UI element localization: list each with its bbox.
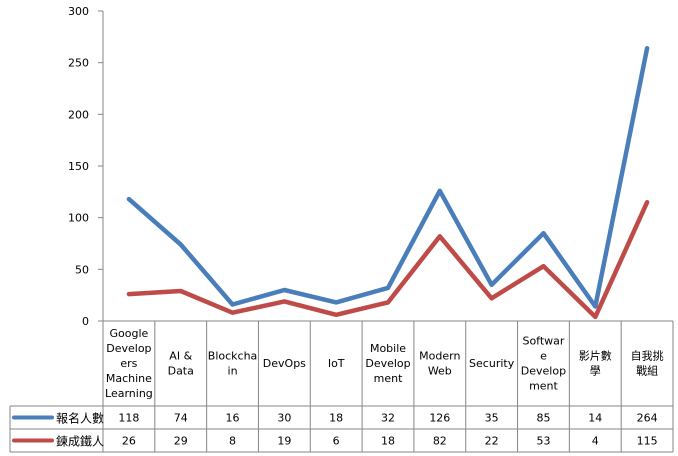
data-table-value: 85 — [536, 412, 550, 425]
x-tick-label: 影片數學 — [579, 350, 612, 378]
legend-label: 報名人數 — [56, 411, 104, 426]
data-table-value: 74 — [174, 412, 188, 425]
y-tick-label: 150 — [68, 160, 89, 173]
x-tick-label: Security — [469, 357, 515, 370]
data-table-value: 126 — [429, 412, 450, 425]
x-tick-label: 自我挑戰組 — [631, 349, 664, 378]
axis-layer: 0 50 100 150 200 250 300 — [68, 5, 104, 328]
data-table-value: 18 — [381, 435, 395, 448]
data-table-value: 32 — [381, 412, 395, 425]
y-tick-label: 100 — [68, 212, 89, 225]
x-tick-label: IoT — [328, 357, 345, 370]
data-table-value: 14 — [588, 412, 602, 425]
x-tick-label: Google Develop ers Machine Learning — [105, 327, 153, 400]
data-table-value: 118 — [118, 412, 139, 425]
x-tick-label: Blockcha in — [208, 350, 258, 378]
y-tick-label: 250 — [68, 57, 89, 70]
data-table-value: 115 — [637, 435, 658, 448]
x-tick-label: Mobile Develop ment — [365, 342, 410, 385]
data-table-value: 19 — [277, 435, 291, 448]
legend-label: 鍊成鐵人 — [56, 434, 104, 449]
data-table-value: 26 — [122, 435, 136, 448]
y-tick-label: 300 — [68, 5, 89, 18]
series-line — [126, 45, 650, 309]
data-table-value: 18 — [329, 412, 343, 425]
x-tick-label: AI & Data — [168, 350, 194, 378]
data-table-value: 30 — [277, 412, 291, 425]
x-tick-label: Modern Web — [419, 350, 460, 378]
series-layer — [126, 45, 650, 320]
y-tick-label: 0 — [82, 315, 89, 328]
x-tick-label: Softwar e Develop ment — [521, 335, 566, 393]
data-table-value: 264 — [637, 412, 658, 425]
data-table-value: 6 — [333, 435, 340, 448]
data-table-value: 29 — [174, 435, 188, 448]
series-line — [126, 199, 650, 320]
data-table-value: 16 — [226, 412, 240, 425]
data-table-value: 53 — [536, 435, 550, 448]
y-tick-label: 50 — [75, 263, 89, 276]
data-table-value: 35 — [485, 412, 499, 425]
data-table-value: 8 — [229, 435, 236, 448]
data-table: Google Develop ers Machine Learning AI & Data B… — [9, 320, 674, 453]
data-table-value: 22 — [485, 435, 499, 448]
y-tick-label: 200 — [68, 108, 89, 121]
data-table-value: 82 — [433, 435, 447, 448]
data-table-value: 4 — [592, 435, 599, 448]
x-tick-label: DevOps — [263, 357, 306, 370]
